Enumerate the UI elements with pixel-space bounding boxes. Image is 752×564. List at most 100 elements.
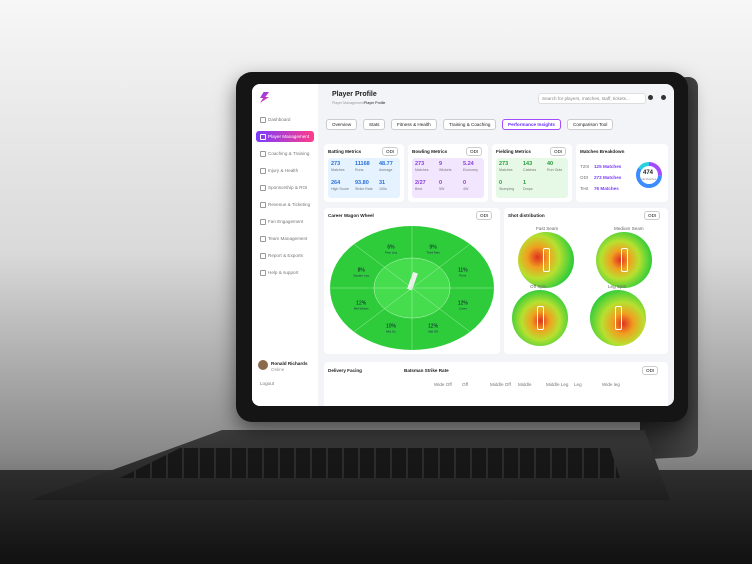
nav-icon <box>260 168 266 174</box>
settings-icon[interactable] <box>648 95 653 100</box>
total-value: 474 <box>643 170 654 176</box>
metric-label: Strike Rate <box>355 187 373 191</box>
tab[interactable]: Training & Coaching <box>443 119 497 130</box>
metric-value: 2/27 <box>415 180 426 186</box>
metric-label: Matches <box>415 168 429 172</box>
row-label: T20I <box>580 164 590 169</box>
user-name: Ronald Richards <box>271 361 308 366</box>
tab[interactable]: Overview <box>326 119 358 130</box>
metric-label: Economy <box>463 168 478 172</box>
sector-label: Square Leg <box>353 274 369 278</box>
matches-card: Matches Breakdown 474 Total Matches T20I 125… <box>576 144 668 202</box>
metric-label: Matches <box>499 168 513 172</box>
sector-value: 12% <box>428 324 439 330</box>
pitch <box>537 306 544 330</box>
card-title: Matches Breakdown <box>580 149 625 154</box>
card-title: Delivery Facing <box>328 368 362 373</box>
metric-label: Drops <box>523 187 533 191</box>
nav-label: Injury & Health <box>268 168 299 173</box>
pitch <box>407 271 418 291</box>
card-title: Fielding Metrics <box>496 149 531 154</box>
card-title: Batsman Strike Rate <box>404 368 449 373</box>
strike-card: Batsman Strike Rate ODI Wide Off Off Middle … <box>398 362 668 406</box>
sector-line <box>353 287 413 333</box>
sector-line <box>353 243 413 289</box>
nav-item[interactable]: Help & support <box>256 267 314 278</box>
metric-value: 5.24 <box>463 161 474 167</box>
metric-card: Batting Metrics ODI 273 Matches 11168 Runs 48.… <box>324 144 404 202</box>
metric-value: 264 <box>331 180 341 186</box>
metric-value: 0 <box>463 180 467 186</box>
filter-dropdown[interactable]: ODI <box>466 147 483 156</box>
metric-label: Run Outs <box>547 168 563 172</box>
filter-dropdown[interactable]: ODI <box>644 211 661 220</box>
sector-value: 11% <box>458 268 468 274</box>
total-label: Total Matches <box>639 177 657 181</box>
nav-icon <box>260 134 266 140</box>
metric-card: Bowling Metrics ODI 273 Matches 9 Wickets 5.24… <box>408 144 488 202</box>
nav-icon <box>260 185 266 191</box>
notification-icon[interactable] <box>661 95 666 100</box>
metric-value: 40 <box>547 161 554 167</box>
metric-label: Wickets <box>439 168 452 172</box>
user-status: Online <box>271 367 285 372</box>
nav-item[interactable]: Player Management <box>256 131 314 142</box>
sector-value: 10% <box>386 324 397 330</box>
card-title: Career Wagon Wheel <box>328 213 374 218</box>
search-box[interactable]: Search for players, matches, staff, tick… <box>538 93 646 104</box>
nav-label: Sponsorship & ROI <box>268 185 308 190</box>
tab[interactable]: Comparison Tool <box>567 119 614 130</box>
heatmap <box>590 290 646 346</box>
sector-label: Cover <box>459 306 467 310</box>
sector-line <box>411 243 471 289</box>
metric-label: 100s <box>379 187 387 191</box>
nav-icon <box>260 236 266 242</box>
breadcrumb-1: Player Profile <box>364 101 386 105</box>
filter-dropdown[interactable]: ODI <box>550 147 567 156</box>
filter-dropdown[interactable]: ODI <box>382 147 399 156</box>
nav-item[interactable]: Revenue & Ticketing <box>256 199 314 210</box>
sector-line <box>411 287 471 333</box>
nav-item[interactable]: Dashboard <box>256 114 314 125</box>
metric-value: 11168 <box>355 161 370 167</box>
nav-item[interactable]: Report & Exports <box>256 250 314 261</box>
filter-dropdown[interactable]: ODI <box>476 211 493 220</box>
sector-value: 8% <box>358 268 366 274</box>
nav-item[interactable]: Team Management <box>256 233 314 244</box>
nav-label: Dashboard <box>268 117 291 122</box>
nav-item[interactable]: Coaching & Training <box>256 148 314 159</box>
metric-value: 9 <box>439 161 443 167</box>
tab[interactable]: Performance Insights <box>502 119 561 130</box>
panel-label: Fast Seam <box>536 226 559 231</box>
heatmap <box>512 290 568 346</box>
donut-segment <box>636 162 662 188</box>
logout-button[interactable]: Logout <box>260 381 275 386</box>
nav-icon <box>260 253 266 259</box>
metric-value: 0 <box>499 180 503 186</box>
metric-value: 273 <box>415 161 425 167</box>
metric-label: Catches <box>523 168 537 172</box>
tab[interactable]: Fitness & Health <box>391 119 437 130</box>
nav-item[interactable]: Sponsorship & ROI <box>256 182 314 193</box>
sector-label: Fine Leg <box>385 250 397 254</box>
wagon-card: Career Wagon Wheel ODI 9% Third Man 11% Point… <box>324 208 500 354</box>
metric-value: 0 <box>439 180 443 186</box>
row-value: 76 Matches <box>594 186 619 191</box>
metric-label: 4W <box>463 187 469 191</box>
metric-label: Matches <box>331 168 345 172</box>
nav-item[interactable]: Injury & Health <box>256 165 314 176</box>
metric-value: 31 <box>379 180 386 186</box>
metric-card: Fielding Metrics ODI 273 Matches 143 Catches 4… <box>492 144 572 202</box>
row-value: 273 Matches <box>594 175 622 180</box>
filter-dropdown[interactable]: ODI <box>642 366 659 375</box>
nav-label: Player Management <box>268 134 310 139</box>
metric-grid: 273 Matches 143 Catches 40 Run Outs 0 Stumping 1… <box>496 158 568 198</box>
metric-value: 273 <box>499 161 509 167</box>
tab[interactable]: Stats <box>363 119 386 130</box>
heatmap <box>518 232 574 288</box>
shots-card: Shot distribution ODI Fast Seam Medium Seam… <box>504 208 668 354</box>
pitch <box>621 248 628 272</box>
metric-label: 5W <box>439 187 445 191</box>
nav-item[interactable]: Fan Engagement <box>256 216 314 227</box>
